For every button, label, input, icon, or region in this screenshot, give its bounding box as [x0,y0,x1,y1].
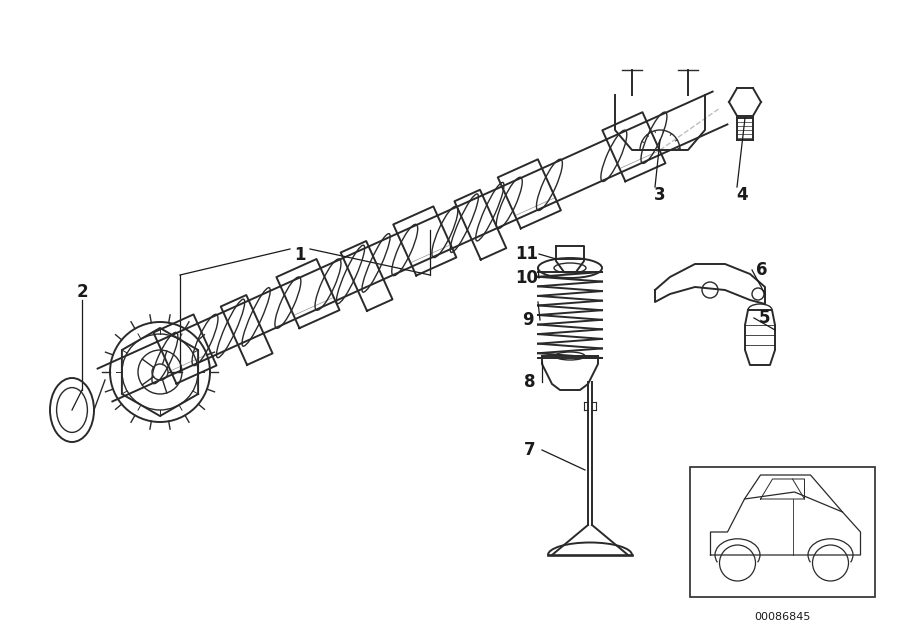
Text: 7: 7 [524,441,536,459]
Bar [690,467,875,597]
Text: 6: 6 [756,261,768,279]
Text: 00086845: 00086845 [754,612,811,622]
Text: 2: 2 [76,283,88,301]
Text: 11: 11 [516,245,538,263]
Text: 4: 4 [736,186,748,204]
Text: 10: 10 [516,269,538,287]
Text: 5: 5 [758,309,770,327]
Text: 3: 3 [654,186,666,204]
Text: 8: 8 [524,373,536,391]
Text: 9: 9 [522,311,534,329]
Text: 1: 1 [294,246,306,264]
